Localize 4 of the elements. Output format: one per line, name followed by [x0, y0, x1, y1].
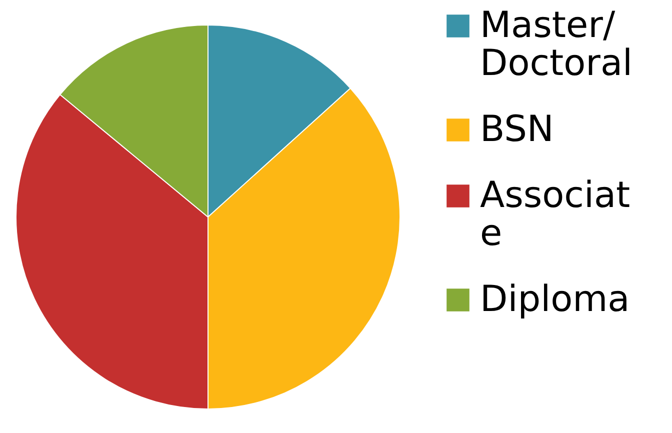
legend-label: Diploma [480, 279, 630, 320]
legend-label: Master/Doctoral [480, 5, 633, 84]
legend-label: Associate [480, 175, 630, 254]
legend-label: BSN [480, 109, 554, 150]
